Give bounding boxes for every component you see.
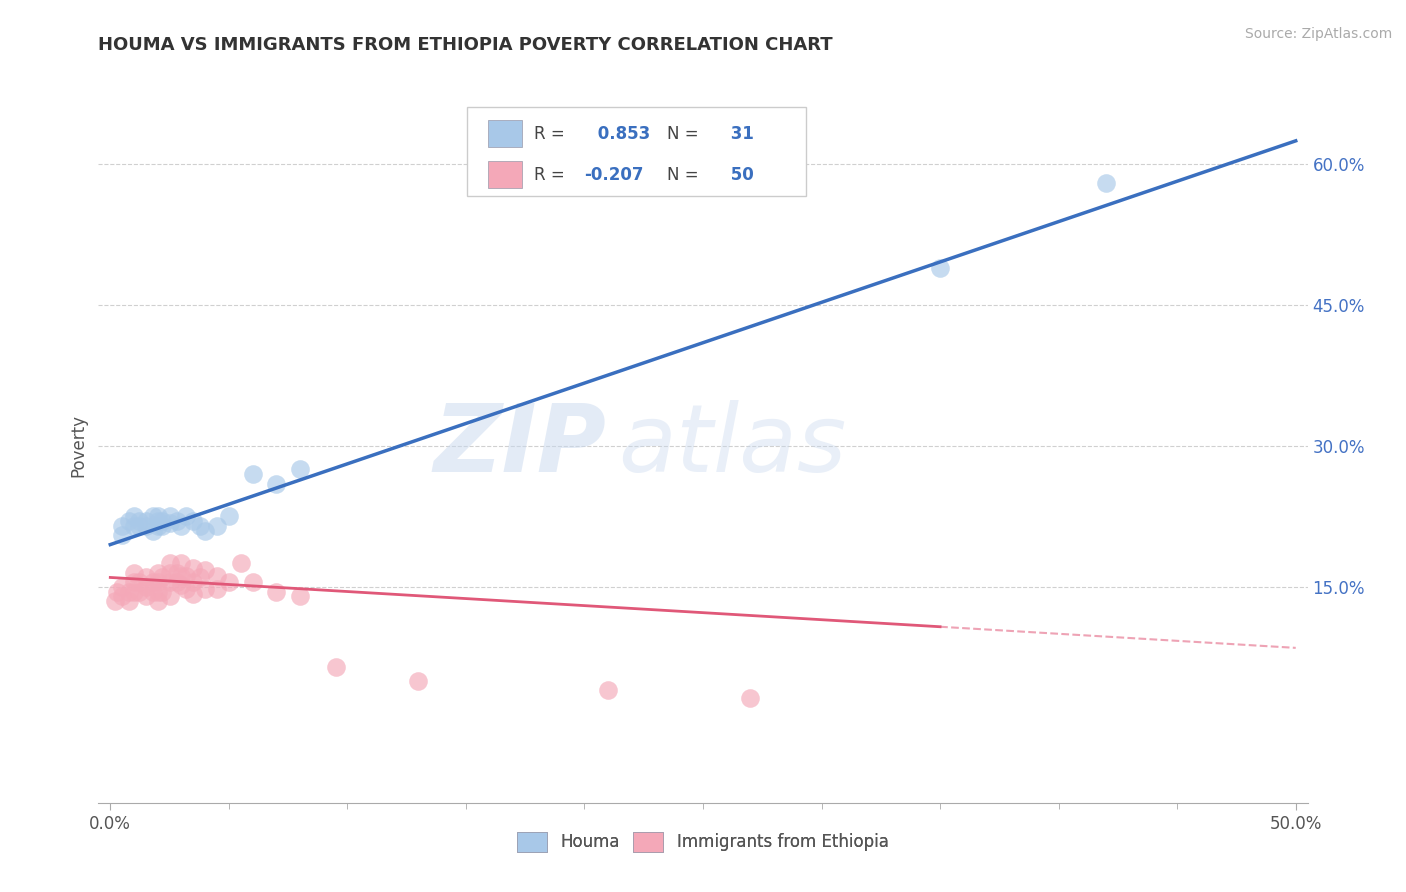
- Text: 50: 50: [724, 166, 754, 184]
- Point: [159, 516, 181, 530]
- Point: [166, 566, 188, 580]
- Legend: Houma, Immigrants from Ethiopia: Houma, Immigrants from Ethiopia: [510, 825, 896, 859]
- Point: [170, 557, 193, 571]
- Text: Source: ZipAtlas.com: Source: ZipAtlas.com: [1244, 27, 1392, 41]
- Point: [181, 575, 204, 590]
- Point: [111, 580, 134, 594]
- Point: [166, 575, 188, 590]
- Text: N =: N =: [666, 166, 703, 184]
- Point: [205, 568, 228, 582]
- Point: [205, 582, 228, 596]
- Point: [170, 568, 193, 582]
- Point: [174, 509, 197, 524]
- Point: [229, 557, 252, 571]
- Text: atlas: atlas: [619, 401, 846, 491]
- Point: [152, 514, 174, 528]
- Point: [190, 518, 212, 533]
- Point: [146, 518, 169, 533]
- Point: [128, 514, 150, 528]
- FancyBboxPatch shape: [467, 107, 806, 196]
- Point: [152, 570, 174, 584]
- Point: [135, 518, 157, 533]
- FancyBboxPatch shape: [488, 161, 522, 188]
- Point: [118, 594, 141, 608]
- Point: [174, 582, 197, 596]
- Text: 0.853: 0.853: [592, 125, 650, 143]
- Point: [170, 518, 193, 533]
- Point: [218, 509, 240, 524]
- Point: [146, 509, 169, 524]
- Point: [122, 566, 145, 580]
- Point: [181, 514, 204, 528]
- FancyBboxPatch shape: [488, 120, 522, 147]
- Point: [118, 514, 141, 528]
- Point: [146, 566, 169, 580]
- Point: [152, 518, 174, 533]
- Point: [135, 514, 157, 528]
- Point: [205, 518, 228, 533]
- Point: [122, 518, 145, 533]
- Text: N =: N =: [666, 125, 703, 143]
- Point: [146, 584, 169, 599]
- Point: [325, 659, 347, 673]
- Text: ZIP: ZIP: [433, 400, 606, 492]
- Point: [111, 589, 134, 603]
- Point: [128, 575, 150, 590]
- Text: HOUMA VS IMMIGRANTS FROM ETHIOPIA POVERTY CORRELATION CHART: HOUMA VS IMMIGRANTS FROM ETHIOPIA POVERT…: [98, 36, 832, 54]
- Point: [142, 524, 165, 538]
- Point: [152, 584, 174, 599]
- Point: [170, 578, 193, 592]
- Point: [104, 594, 127, 608]
- Text: 31: 31: [724, 125, 754, 143]
- Point: [929, 260, 952, 275]
- Point: [128, 518, 150, 533]
- Point: [408, 673, 430, 688]
- Point: [142, 509, 165, 524]
- Point: [135, 589, 157, 603]
- Point: [242, 467, 264, 482]
- Point: [105, 584, 128, 599]
- Point: [122, 575, 145, 590]
- Point: [146, 514, 169, 528]
- Point: [142, 584, 165, 599]
- Point: [740, 690, 762, 705]
- Text: R =: R =: [534, 125, 569, 143]
- Point: [128, 584, 150, 599]
- Point: [181, 587, 204, 601]
- Point: [174, 568, 197, 582]
- Point: [142, 575, 165, 590]
- Point: [264, 476, 287, 491]
- Point: [111, 528, 134, 542]
- Point: [288, 589, 311, 603]
- Point: [146, 594, 169, 608]
- Point: [264, 584, 287, 599]
- Point: [194, 563, 217, 577]
- Point: [598, 683, 620, 698]
- Y-axis label: Poverty: Poverty: [69, 415, 87, 477]
- Point: [118, 584, 141, 599]
- Point: [166, 514, 188, 528]
- Point: [146, 575, 169, 590]
- Point: [159, 557, 181, 571]
- Point: [1095, 176, 1118, 190]
- Point: [194, 524, 217, 538]
- Point: [111, 518, 134, 533]
- Point: [159, 509, 181, 524]
- Point: [159, 589, 181, 603]
- Point: [181, 561, 204, 575]
- Point: [122, 584, 145, 599]
- Point: [242, 575, 264, 590]
- Point: [135, 580, 157, 594]
- Point: [159, 575, 181, 590]
- Text: -0.207: -0.207: [585, 166, 644, 184]
- Point: [194, 582, 217, 596]
- Point: [159, 566, 181, 580]
- Point: [218, 575, 240, 590]
- Point: [288, 462, 311, 476]
- Text: R =: R =: [534, 166, 564, 184]
- Point: [122, 509, 145, 524]
- Point: [135, 570, 157, 584]
- Point: [190, 570, 212, 584]
